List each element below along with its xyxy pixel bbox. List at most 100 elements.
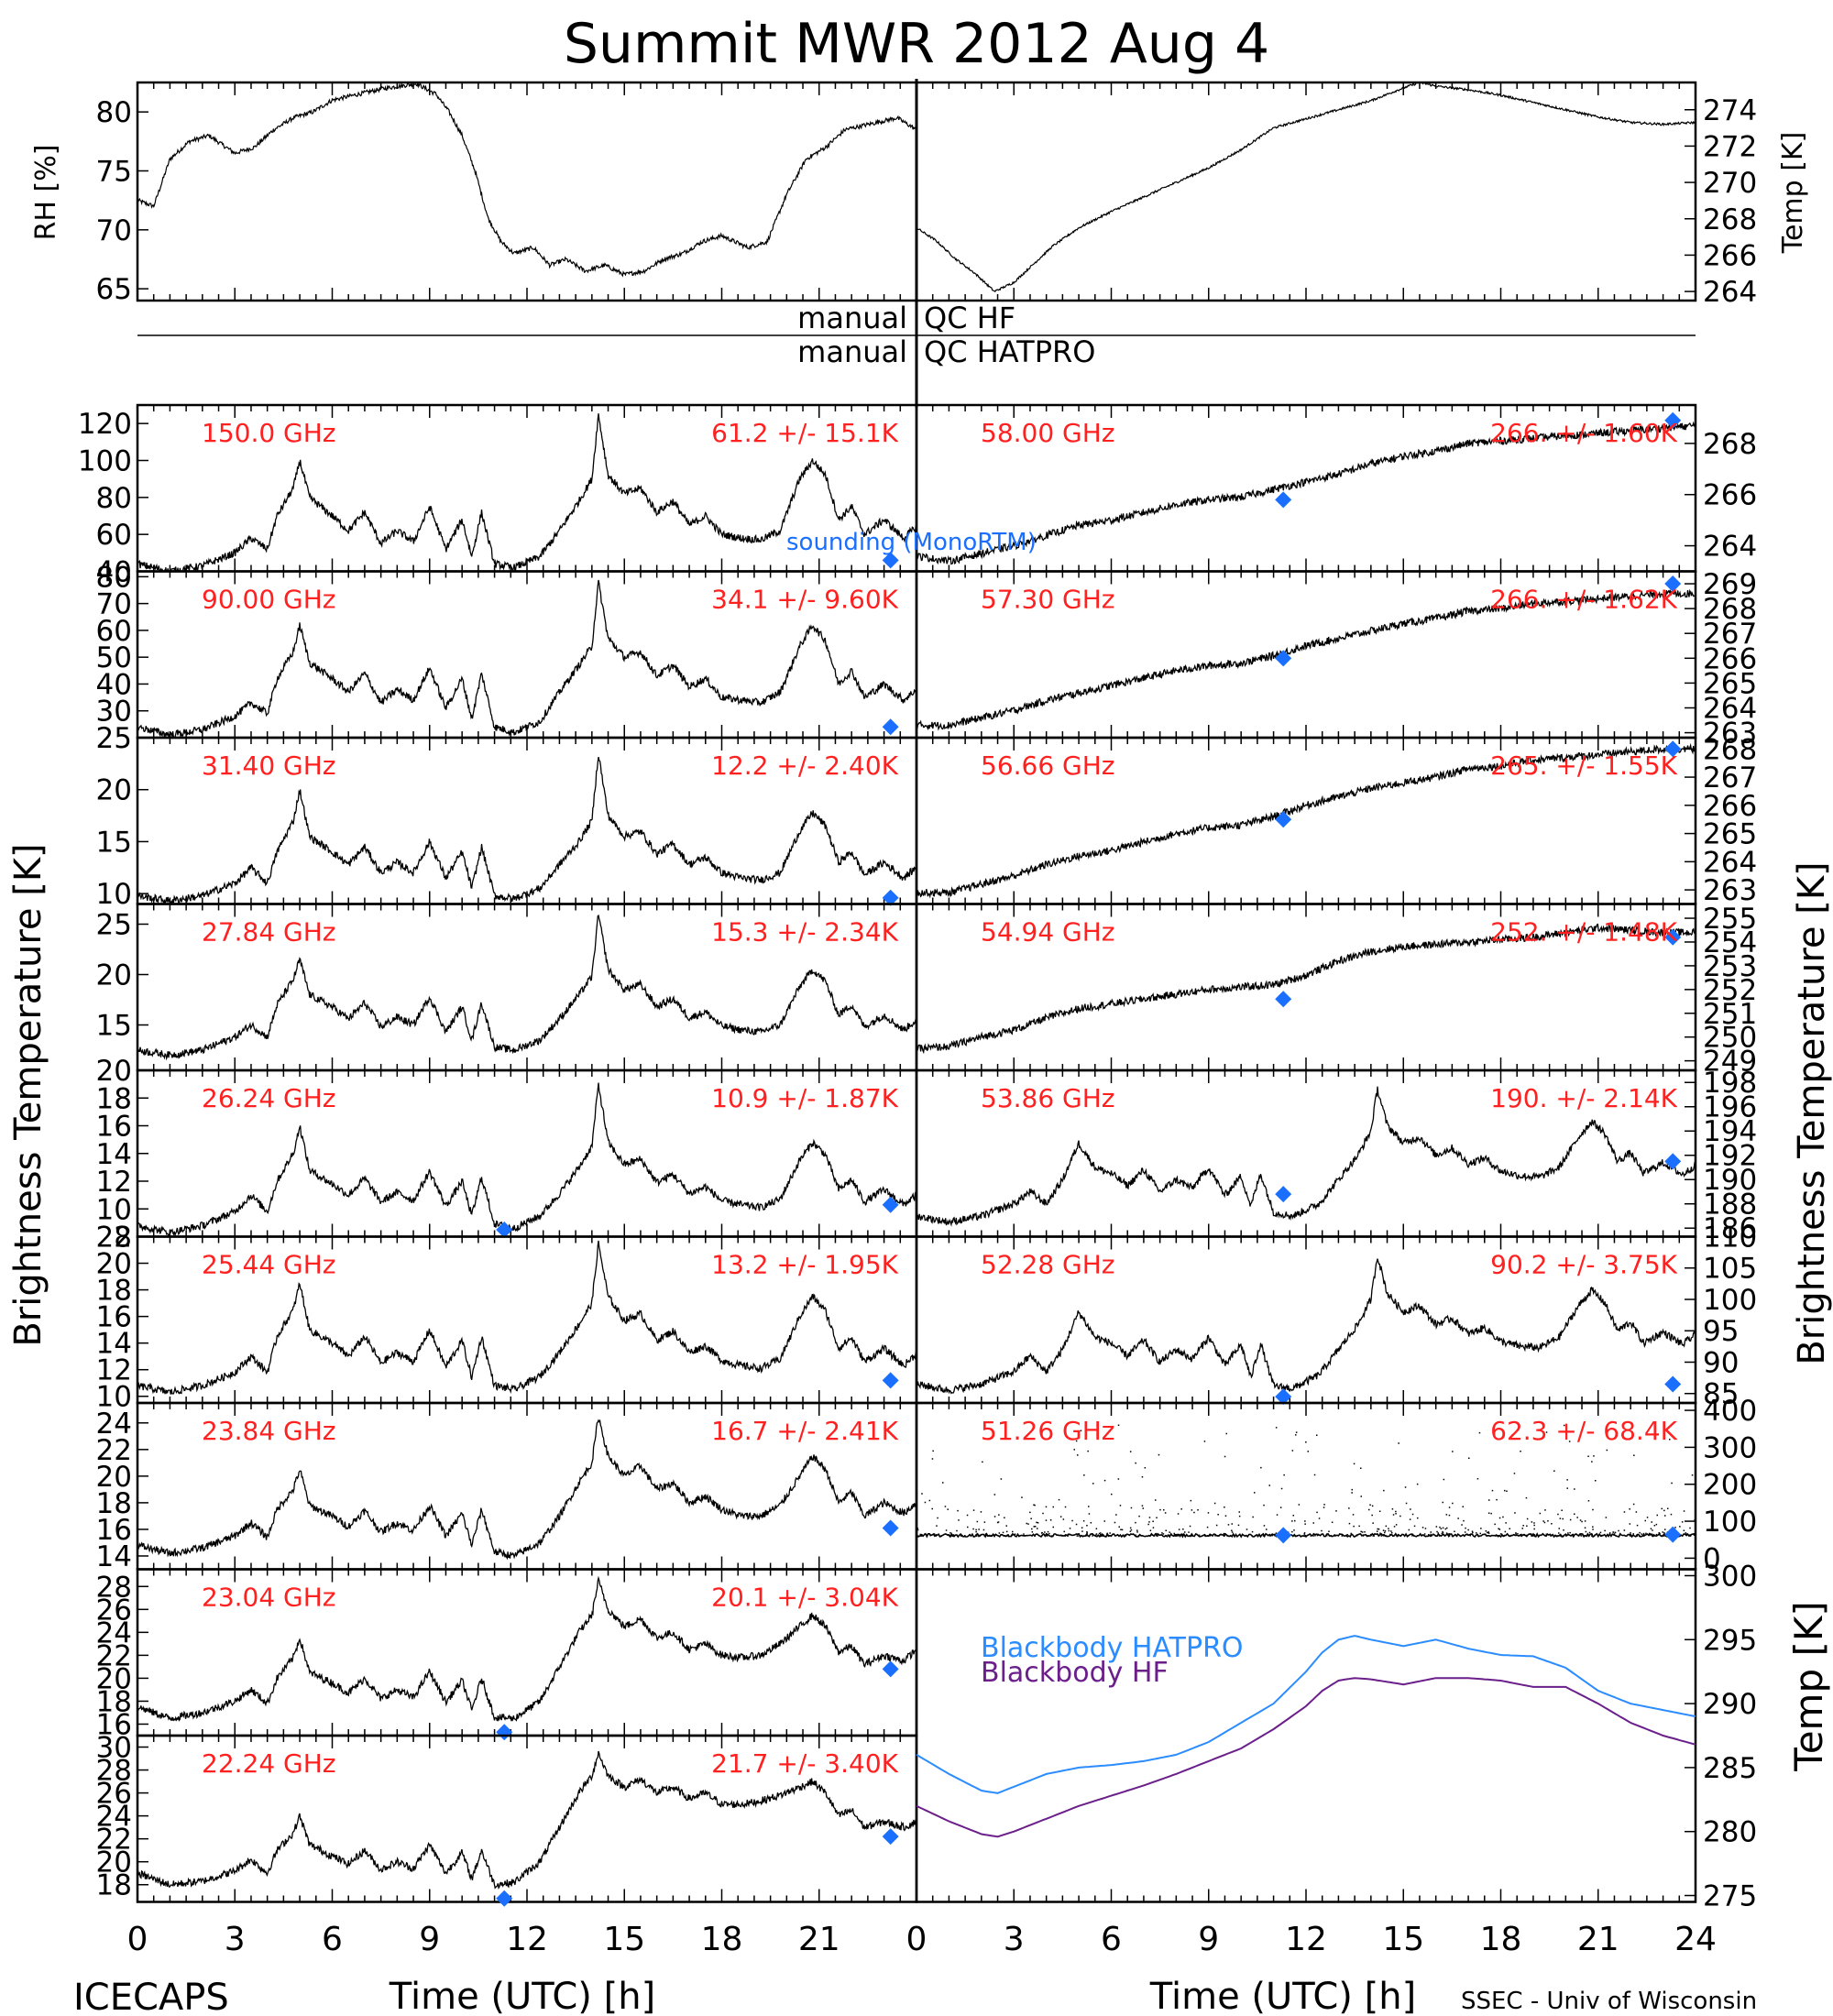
x-tick-label: 18 xyxy=(701,1921,743,1958)
trace-line xyxy=(137,914,916,1061)
y-tick-label: 249 xyxy=(1703,1046,1757,1079)
y-tick-label: 22 xyxy=(96,1434,132,1467)
freq-label: 90.00 GHz xyxy=(202,585,336,615)
panel-blackbody: 275 280 285 290 295 300 Blackbody HATPROBlackb… xyxy=(915,1560,1757,1913)
y-tick-label: 95 xyxy=(1703,1315,1739,1348)
stats-label: 13.2 +/- 1.95K xyxy=(711,1250,898,1280)
y-tick-label: 85 xyxy=(1703,1378,1739,1411)
y-tick-label: 20 xyxy=(96,1055,132,1088)
x-tick-label: 12 xyxy=(1285,1921,1327,1958)
y-tick-label: 70 xyxy=(96,214,132,247)
y-tick-label: 22 xyxy=(96,1639,132,1672)
panel-ch31: 10 15 20 25 31.40 GHz 12.2 +/- 2.40K xyxy=(96,722,918,911)
y-tick-label: 20 xyxy=(96,1846,132,1879)
y-axis-label-left: Brightness Temperature [K] xyxy=(7,843,49,1346)
stats-label: 90.2 +/- 3.75K xyxy=(1490,1250,1677,1280)
freq-label: 58.00 GHz xyxy=(981,418,1115,448)
y-tick-label: 10 xyxy=(96,1193,132,1226)
y-tick-label: 80 xyxy=(96,561,132,594)
y-tick-label: 264 xyxy=(1703,531,1757,564)
stats-label: 10.9 +/- 1.87K xyxy=(711,1083,898,1113)
legend-entry-0: Blackbody HATPRO xyxy=(981,1632,1244,1664)
y-tick-label: 272 xyxy=(1703,130,1757,163)
y-tick-label: 60 xyxy=(96,615,132,648)
trace-line xyxy=(916,421,1696,565)
stats-label: 34.1 +/- 9.60K xyxy=(711,585,898,615)
y-tick-label: 20 xyxy=(96,959,132,992)
y-tick-label: 400 xyxy=(1703,1395,1757,1428)
x-tick-label: 9 xyxy=(1198,1921,1219,1958)
sounding-marker xyxy=(1275,1388,1292,1406)
y-tick-label: 24 xyxy=(96,1616,132,1649)
y-tick-label: 280 xyxy=(1703,1816,1757,1849)
sounding-marker xyxy=(882,718,899,736)
freq-label: 150.0 GHz xyxy=(202,418,336,448)
trace-line xyxy=(137,579,916,738)
stats-label: 252. +/- 1.48K xyxy=(1490,917,1677,948)
y-tick-label: 22 xyxy=(96,1222,132,1255)
sounding-legend: sounding (MonoRTM) xyxy=(786,529,1037,556)
y-tick-label: 0 xyxy=(1703,1542,1721,1575)
stats-label: 61.2 +/- 15.1K xyxy=(711,418,898,448)
y-tick-label: 15 xyxy=(96,1010,132,1043)
stats-label: 21.7 +/- 3.40K xyxy=(711,1748,898,1779)
freq-label: 56.66 GHz xyxy=(981,751,1115,781)
stats-label: 266. +/- 1.62K xyxy=(1490,585,1677,615)
y-tick-label: 18 xyxy=(96,1275,132,1308)
y-tick-label: 263 xyxy=(1703,718,1757,751)
x-axis-label-right: Time (UTC) [h] xyxy=(1149,1976,1416,2016)
trace-line xyxy=(137,1240,916,1395)
y-tick-label: 267 xyxy=(1703,618,1757,651)
qc-hatpro-left: manual xyxy=(797,334,907,369)
trace-line xyxy=(916,1086,1696,1227)
x-tick-label: 21 xyxy=(798,1921,840,1958)
x-tick-label: 6 xyxy=(1101,1921,1122,1958)
trace-line xyxy=(137,756,916,904)
stats-label: 190. +/- 2.14K xyxy=(1490,1083,1677,1113)
y-tick-label: 266 xyxy=(1703,239,1757,272)
y-tick-label: 285 xyxy=(1703,1752,1757,1785)
y-tick-label: 295 xyxy=(1703,1624,1757,1657)
x-tick-label: 12 xyxy=(506,1921,548,1958)
sounding-marker xyxy=(882,1196,899,1213)
sounding-marker xyxy=(496,1221,513,1238)
sounding-marker xyxy=(1664,928,1682,946)
y-tick-label: 100 xyxy=(1703,1506,1757,1539)
y-tick-label: 250 xyxy=(1703,1022,1757,1055)
sounding-marker xyxy=(496,1724,513,1741)
panel-ch150: 40 60 80 100 120 150.0 GHz 61.2 +/- 15.1K xyxy=(78,403,918,589)
y-tick-label: 110 xyxy=(1703,1222,1757,1255)
stats-label: 15.3 +/- 2.34K xyxy=(711,917,898,948)
y-tick-label: 269 xyxy=(1703,568,1757,601)
trace-line xyxy=(137,1082,916,1237)
x-tick-label: 18 xyxy=(1480,1921,1522,1958)
trace-line xyxy=(916,1258,1696,1395)
trace-line xyxy=(916,923,1696,1055)
sounding-marker xyxy=(1664,575,1682,593)
trace-line xyxy=(916,1532,1696,1539)
trace-line xyxy=(137,82,916,278)
y-tick-label: 268 xyxy=(1703,593,1757,626)
trace-line xyxy=(137,1750,916,1890)
sounding-marker xyxy=(882,1519,899,1537)
y-tick-label: 14 xyxy=(96,1138,132,1171)
freq-label: 26.24 GHz xyxy=(202,1083,336,1113)
x-tick-label: 24 xyxy=(1674,1921,1717,1958)
y-tick-label: 10 xyxy=(96,878,132,911)
y-tick-label: 190 xyxy=(1703,1164,1757,1197)
panel-frame xyxy=(915,1568,1697,1903)
y-tick-label: 14 xyxy=(96,1540,132,1573)
y-tick-label: 60 xyxy=(96,519,132,552)
stats-label: 266. +/- 1.60K xyxy=(1490,418,1677,448)
panel-frame xyxy=(136,81,918,302)
y-tick-label: 18 xyxy=(96,1082,132,1115)
